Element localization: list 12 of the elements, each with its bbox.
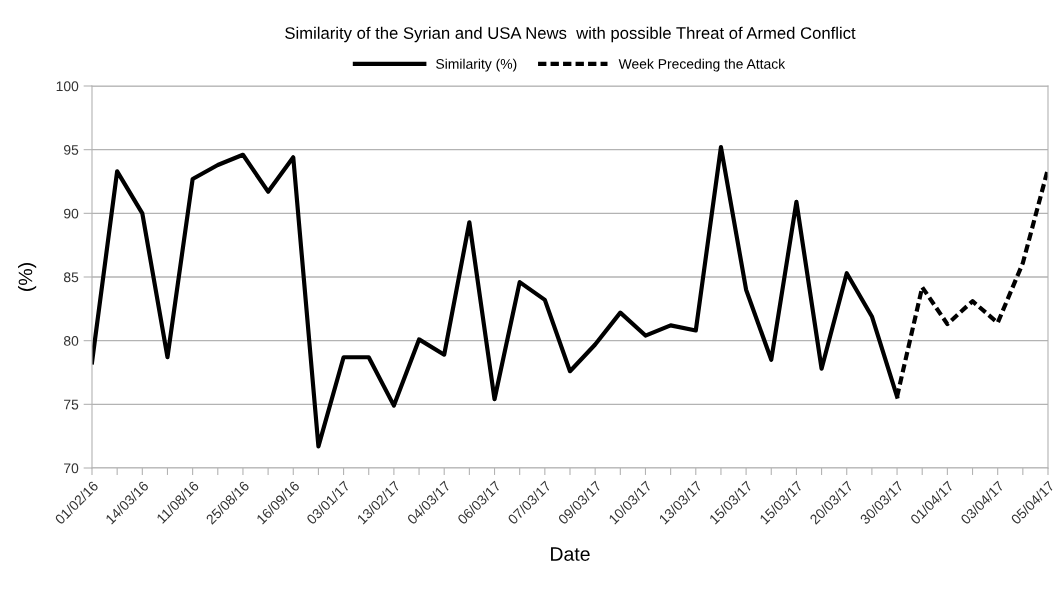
x-axis-title: Date [551,547,590,561]
y-tick-label: 100 [56,81,79,92]
y-tick-label: 90 [64,208,79,219]
y-tick-label: 75 [64,399,79,410]
legend-label: Week Preceding the Attack [618,58,786,72]
y-tick-label: 80 [63,336,79,346]
y-tick-label: 70 [64,463,79,474]
chart-title: Similarity of the Syrian and USA News with possible Threat of Armed Conflict [285,26,856,43]
legend-label: Similarity (%) [436,58,517,72]
y-tick-label: 85 [63,272,79,283]
y-axis-title: (%) [18,263,37,291]
y-tick-label: 95 [64,145,79,155]
